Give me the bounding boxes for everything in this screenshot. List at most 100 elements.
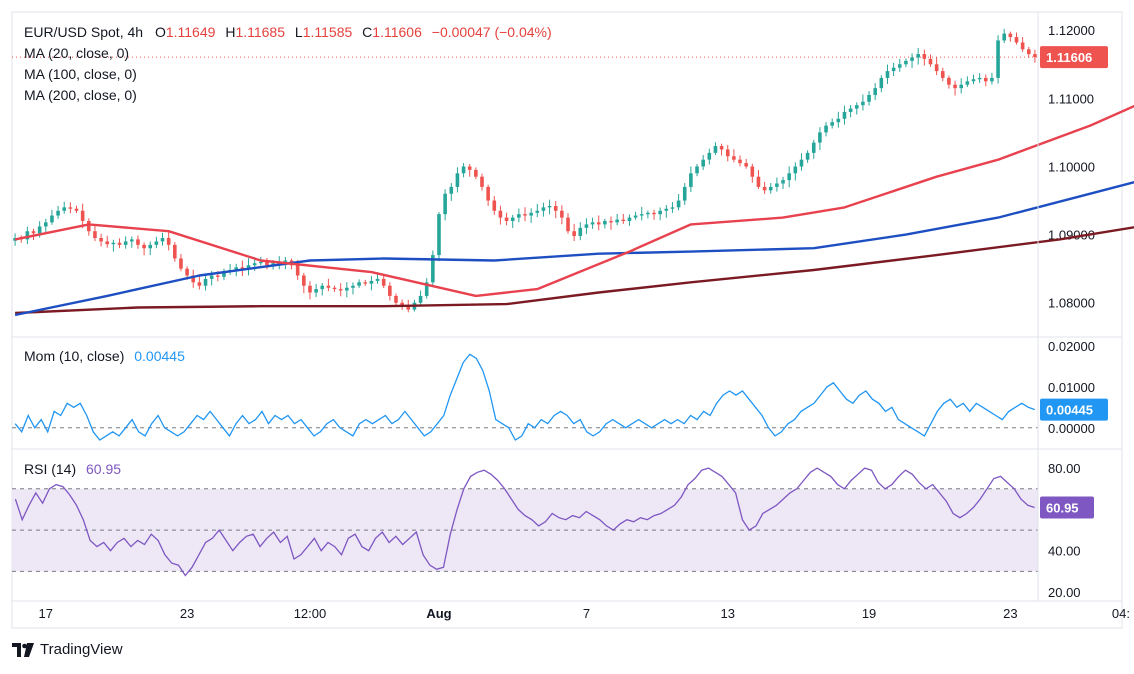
candle[interactable]	[609, 220, 613, 223]
candle[interactable]	[867, 94, 871, 102]
candle[interactable]	[621, 219, 626, 221]
candle[interactable]	[74, 208, 79, 211]
candle[interactable]	[37, 226, 42, 234]
ma100-line[interactable]	[14, 163, 1134, 317]
candle[interactable]	[142, 244, 146, 249]
candle[interactable]	[43, 222, 48, 227]
candle[interactable]	[861, 101, 865, 106]
candle[interactable]	[437, 214, 441, 256]
candle[interactable]	[99, 238, 103, 242]
candle[interactable]	[904, 60, 908, 65]
candle[interactable]	[768, 186, 773, 191]
candle[interactable]	[977, 77, 982, 80]
rsi-pane[interactable]: 80.00 40.00 20.00 60.95	[12, 461, 1094, 600]
ma200-line[interactable]	[15, 211, 1134, 315]
candle[interactable]	[320, 285, 325, 290]
candle[interactable]	[93, 231, 97, 239]
rsi-line[interactable]	[14, 467, 1035, 577]
candle[interactable]	[793, 166, 798, 174]
candle[interactable]	[31, 231, 36, 234]
candle[interactable]	[775, 183, 779, 187]
candle[interactable]	[504, 217, 509, 221]
candle[interactable]	[682, 186, 687, 201]
candle[interactable]	[197, 282, 202, 286]
candle[interactable]	[388, 285, 392, 296]
candle[interactable]	[529, 212, 533, 216]
candle[interactable]	[216, 275, 220, 277]
candle[interactable]	[664, 208, 669, 211]
candle[interactable]	[744, 163, 748, 167]
candle[interactable]	[449, 186, 454, 194]
candle[interactable]	[467, 166, 472, 170]
candle[interactable]	[455, 173, 460, 187]
candle[interactable]	[879, 77, 884, 89]
candle[interactable]	[314, 289, 318, 293]
candle[interactable]	[811, 142, 816, 153]
candle[interactable]	[25, 231, 30, 240]
candle[interactable]	[308, 285, 312, 293]
candle[interactable]	[498, 210, 503, 218]
candle[interactable]	[123, 241, 128, 245]
candle[interactable]	[13, 238, 17, 241]
candle[interactable]	[424, 282, 429, 296]
candle[interactable]	[1033, 54, 1037, 58]
candle[interactable]	[584, 224, 589, 228]
candle[interactable]	[191, 275, 196, 283]
candle[interactable]	[326, 285, 331, 288]
candle[interactable]	[873, 88, 877, 95]
candle[interactable]	[363, 282, 368, 284]
candle[interactable]	[959, 84, 964, 89]
candle[interactable]	[369, 280, 374, 284]
candle[interactable]	[965, 81, 970, 85]
candle[interactable]	[50, 215, 54, 223]
candle[interactable]	[357, 282, 361, 286]
candle[interactable]	[406, 306, 411, 310]
candle[interactable]	[209, 275, 214, 279]
candle[interactable]	[566, 217, 570, 232]
candle[interactable]	[154, 241, 159, 245]
candle[interactable]	[431, 255, 435, 283]
candle[interactable]	[953, 84, 957, 89]
candle[interactable]	[848, 108, 853, 112]
ma200-legend[interactable]: MA (200, close, 0)	[24, 87, 137, 103]
time-axis[interactable]: 17 23 12:00 Aug 7 13 19 23 04:	[39, 606, 1130, 621]
candle[interactable]	[916, 54, 920, 58]
candle[interactable]	[707, 152, 712, 160]
candle[interactable]	[818, 132, 822, 143]
candle[interactable]	[240, 267, 245, 269]
candle[interactable]	[990, 77, 994, 82]
candle[interactable]	[830, 122, 834, 126]
candle[interactable]	[400, 302, 404, 307]
candle[interactable]	[646, 212, 650, 215]
candle[interactable]	[854, 105, 859, 109]
candle[interactable]	[996, 40, 1000, 78]
candle[interactable]	[725, 149, 730, 157]
candle[interactable]	[658, 210, 662, 215]
candle[interactable]	[836, 118, 841, 123]
candle[interactable]	[302, 275, 306, 286]
candle[interactable]	[480, 176, 484, 187]
candle[interactable]	[947, 77, 951, 85]
candle[interactable]	[983, 77, 988, 82]
candle[interactable]	[842, 111, 847, 119]
candle[interactable]	[535, 210, 540, 213]
candle[interactable]	[136, 239, 140, 245]
candle[interactable]	[652, 212, 656, 215]
candle[interactable]	[1002, 33, 1007, 41]
candle[interactable]	[934, 64, 939, 72]
candle[interactable]	[676, 200, 681, 208]
candle[interactable]	[222, 272, 226, 277]
momentum-pane[interactable]: 0.02000 0.01000 0.00000 0.00445	[12, 339, 1108, 441]
candle[interactable]	[56, 210, 60, 216]
candle[interactable]	[351, 285, 355, 288]
candle[interactable]	[750, 166, 755, 177]
candle[interactable]	[338, 289, 343, 291]
candle[interactable]	[461, 166, 466, 174]
candle[interactable]	[824, 125, 828, 133]
candle[interactable]	[283, 260, 288, 262]
candle[interactable]	[443, 193, 447, 215]
candle[interactable]	[799, 159, 804, 167]
momentum-legend[interactable]: Mom (10, close) 0.00445	[24, 348, 185, 364]
candle[interactable]	[246, 265, 251, 269]
candle[interactable]	[332, 287, 337, 290]
